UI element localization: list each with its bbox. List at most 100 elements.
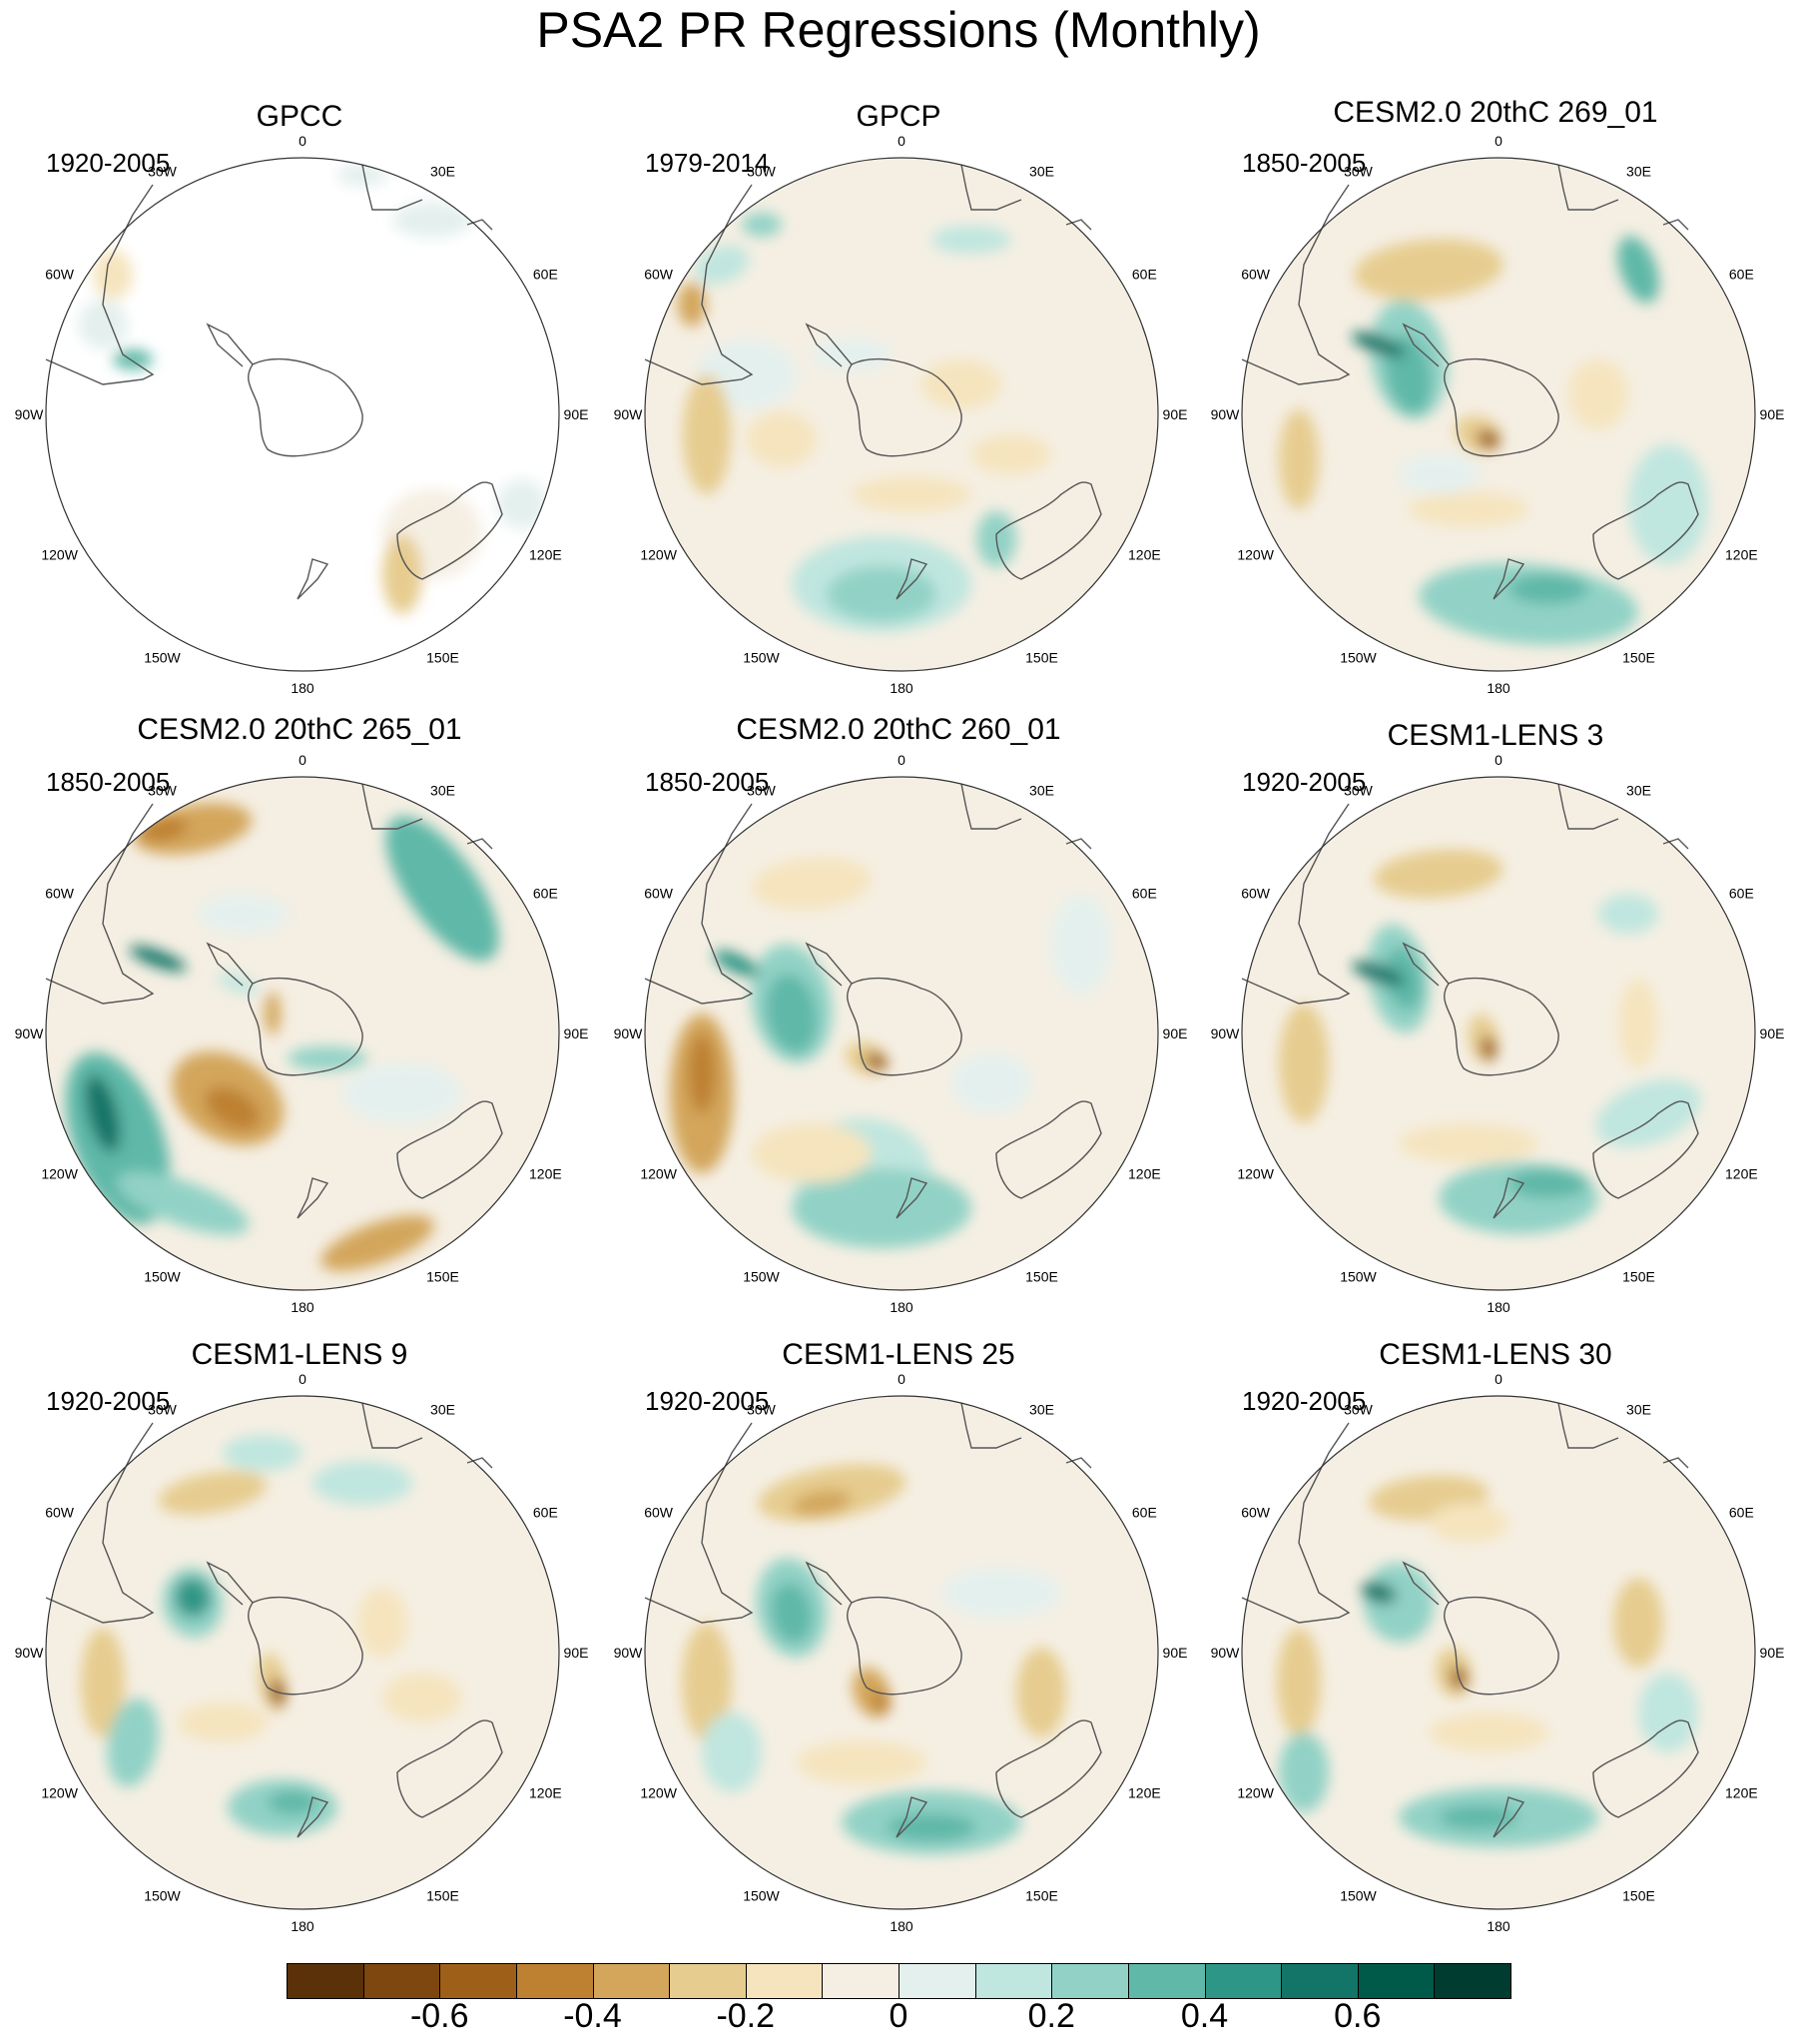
longitude-label: 30E: [1029, 164, 1054, 180]
colorbar-swatch: [898, 1963, 976, 1999]
anomaly-field: [1242, 158, 1755, 671]
longitude-label: 150E: [426, 649, 459, 665]
colorbar-swatch: [974, 1963, 1053, 1999]
longitude-label: 30W: [148, 164, 178, 180]
longitude-label: 180: [1487, 1918, 1510, 1934]
longitude-label: 150W: [1340, 1268, 1377, 1284]
longitude-label: 60W: [644, 1505, 674, 1521]
colorbar-swatch: [1051, 1963, 1129, 1999]
longitude-label: 60E: [1132, 886, 1157, 902]
panel-years: 1850-2005: [645, 767, 770, 797]
longitude-label: 30E: [1626, 164, 1651, 180]
colorbar-swatch: [1127, 1963, 1206, 1999]
figure-title: PSA2 PR Regressions (Monthly): [536, 2, 1261, 58]
longitude-label: 90E: [1760, 406, 1785, 422]
map-panel: CESM1-LENS 3 1920-2005 0 30E 60E 90E 120E 150E 1…: [1196, 709, 1795, 1328]
longitude-label: 60W: [45, 267, 75, 283]
panel-years: 1920-2005: [46, 148, 171, 178]
longitude-label: 60E: [1729, 1505, 1754, 1521]
map-panel: CESM1-LENS 25 1920-2005 0 30E 60E 90E 120E 150E…: [599, 1328, 1198, 1947]
longitude-label: 60W: [1241, 886, 1271, 902]
polar-map: 0 30E 60E 90E 120E 150E 180 150W 120W 90W 60W 30W: [1211, 752, 1785, 1315]
map-panel: CESM2.0 20thC 269_01 1850-2005 0 30E 60E 90E 1…: [1196, 90, 1795, 709]
panel-title: CESM2.0 20thC 260_01: [736, 713, 1061, 746]
panel-years: 1850-2005: [46, 767, 171, 797]
polar-map: 0 30E 60E 90E 120E 150E 180 150W 120W 90W 60W 30W: [15, 133, 589, 696]
longitude-label: 90W: [614, 1025, 644, 1041]
colorbar-tick-label: -0.6: [409, 1997, 469, 2035]
longitude-label: 150E: [1622, 1887, 1655, 1903]
longitude-label: 120E: [1128, 1785, 1161, 1801]
polar-map: 0 30E 60E 90E 120E 150E 180 150W 120W 90W 60W 30W: [15, 1371, 589, 1934]
longitude-label: 150W: [144, 1268, 181, 1284]
panel-title: CESM2.0 20thC 265_01: [137, 713, 462, 746]
map-panel: GPCC 1920-2005 0 30E 60E 90E 120E 150E 180 150W 12…: [0, 90, 599, 709]
longitude-label: 150E: [1622, 1268, 1655, 1284]
anomaly-field: [46, 777, 559, 1290]
longitude-label: 150E: [426, 1268, 459, 1284]
longitude-label: 90E: [1760, 1025, 1785, 1041]
longitude-label: 60E: [533, 267, 558, 283]
longitude-label: 180: [1487, 680, 1510, 696]
longitude-label: 0: [898, 1371, 905, 1387]
anomaly-field: [645, 1396, 1158, 1909]
longitude-label: 150E: [1622, 649, 1655, 665]
longitude-label: 60E: [1729, 886, 1754, 902]
longitude-label: 120E: [529, 1166, 562, 1182]
longitude-label: 60E: [533, 1505, 558, 1521]
colorbar-swatch: [1434, 1963, 1511, 1999]
panel-years: 1979-2014: [645, 148, 770, 178]
longitude-label: 150W: [144, 1887, 181, 1903]
longitude-label: 90W: [15, 1645, 45, 1661]
longitude-label: 150E: [1025, 1268, 1058, 1284]
longitude-label: 30W: [747, 164, 777, 180]
longitude-label: 90E: [564, 1025, 589, 1041]
longitude-label: 60W: [45, 1505, 75, 1521]
longitude-label: 60W: [644, 267, 674, 283]
longitude-label: 120W: [1237, 1785, 1274, 1801]
longitude-label: 90W: [15, 1025, 45, 1041]
longitude-label: 180: [890, 1299, 913, 1315]
colorbar-tick-label: 0.6: [1334, 1997, 1382, 2035]
longitude-label: 60E: [1729, 267, 1754, 283]
colorbar-swatch: [287, 1963, 364, 1999]
colorbar-swatch: [822, 1963, 899, 1999]
longitude-label: 150W: [1340, 649, 1377, 665]
longitude-label: 90W: [614, 1645, 644, 1661]
longitude-label: 30W: [1344, 783, 1374, 799]
longitude-label: 30E: [430, 783, 455, 799]
longitude-label: 30E: [1626, 783, 1651, 799]
map-panel: CESM1-LENS 9 1920-2005 0 30E 60E 90E 120E 150E 1…: [0, 1328, 599, 1947]
colorbar-swatch: [592, 1963, 671, 1999]
longitude-label: 30E: [430, 164, 455, 180]
longitude-label: 30E: [1626, 1402, 1651, 1418]
longitude-label: 90E: [564, 1645, 589, 1661]
longitude-label: 120W: [41, 1166, 78, 1182]
longitude-label: 90E: [564, 406, 589, 422]
colorbar: [287, 1963, 1511, 1999]
anomaly-field: [1242, 1396, 1755, 1909]
longitude-label: 30E: [1029, 783, 1054, 799]
longitude-label: 180: [890, 1918, 913, 1934]
longitude-label: 30W: [747, 783, 777, 799]
panel-title: CESM1-LENS 30: [1379, 1338, 1612, 1371]
anomaly-field: [46, 158, 559, 671]
longitude-label: 60E: [1132, 1505, 1157, 1521]
map-panel: GPCP 1979-2014 0 30E 60E 90E 120E 150E 180 150W 12…: [599, 90, 1198, 709]
colorbar-swatch: [1281, 1963, 1359, 1999]
longitude-label: 120W: [640, 547, 677, 563]
longitude-label: 30W: [148, 783, 178, 799]
longitude-label: 180: [291, 680, 314, 696]
longitude-label: 0: [1495, 133, 1502, 149]
panel-years: 1920-2005: [1242, 767, 1367, 797]
longitude-label: 150W: [743, 1268, 780, 1284]
longitude-label: 180: [291, 1918, 314, 1934]
colorbar-swatch: [1357, 1963, 1436, 1999]
longitude-label: 60E: [533, 886, 558, 902]
longitude-label: 90W: [15, 406, 45, 422]
colorbar-tick-label: -0.4: [563, 1997, 622, 2035]
longitude-label: 30W: [1344, 164, 1374, 180]
longitude-label: 60E: [1132, 267, 1157, 283]
panel-title: CESM1-LENS 9: [191, 1338, 408, 1371]
map-panel: CESM1-LENS 30 1920-2005 0 30E 60E 90E 120E 150E…: [1196, 1328, 1795, 1947]
